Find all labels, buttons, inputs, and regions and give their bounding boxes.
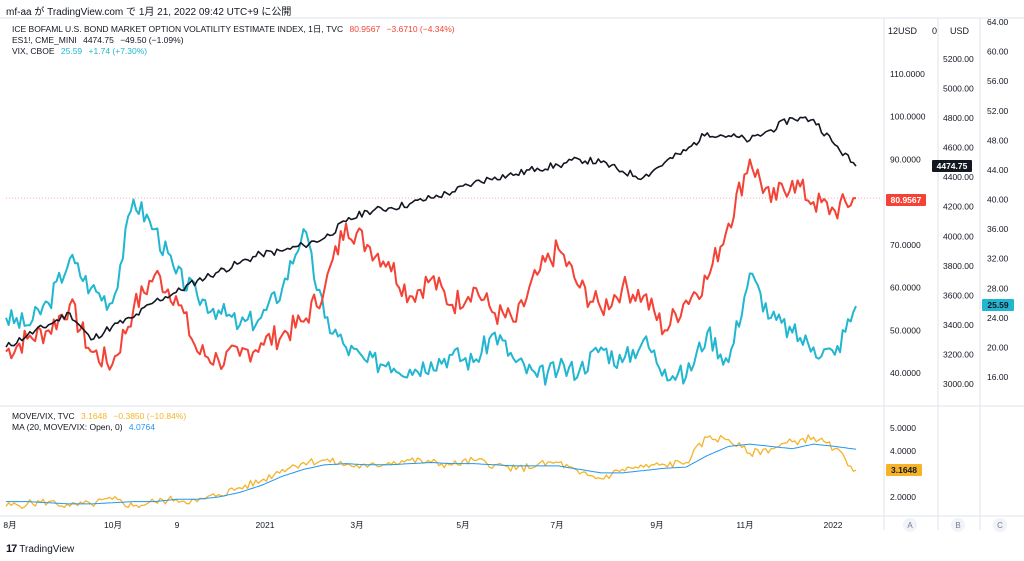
scale-b-tick: 3000.00 — [943, 379, 974, 389]
es-price-badge: 4474.75 — [937, 161, 968, 171]
scale-a-tick: 90.0000 — [890, 154, 921, 164]
legend-vix-change: +1.74 (+7.30%) — [88, 46, 148, 56]
x-tick-label: 8月 — [3, 520, 16, 530]
scale-b-tick: 4000.00 — [943, 231, 974, 241]
legend-move-name: ICE BOFAML U.S. BOND MARKET OPTION VOLAT… — [12, 24, 344, 34]
legend-move-value: 80.9567 — [349, 24, 381, 34]
scale-letter: C — [997, 521, 1003, 530]
scale-letter-bg — [951, 518, 965, 532]
brand-label: TradingView — [19, 543, 75, 555]
legend-ratio-change: −0.3850 (−10.84%) — [113, 411, 187, 421]
sub-scale-tick: 4.0000 — [890, 446, 916, 456]
scale-c-tick: 24.00 — [987, 313, 1009, 323]
scale-c-tick: 48.00 — [987, 135, 1009, 145]
scale-a-top-label: 12 — [888, 26, 898, 36]
vix-price-badge: 25.59 — [987, 300, 1009, 310]
legend-es-name: ES1!, CME_MINI — [12, 35, 77, 45]
scale-c-tick: 20.00 — [987, 342, 1009, 352]
sub-scale-tick: 2.0000 — [890, 492, 916, 502]
legend-vix-name: VIX, CBOE — [12, 46, 55, 56]
scale-c-tick: 32.00 — [987, 254, 1009, 264]
legend-main: ICE BOFAML U.S. BOND MARKET OPTION VOLAT… — [12, 24, 459, 57]
scale-letter-bg — [993, 518, 1007, 532]
scale-a-unit: USD — [898, 26, 918, 36]
scale-b-tick: 4200.00 — [943, 202, 974, 212]
scale-c-tick: 40.00 — [987, 195, 1009, 205]
scale-b-tick: 3800.00 — [943, 261, 974, 271]
scale-a-top-partial: 0 — [932, 26, 937, 36]
scale-c-tick: 64.00 — [987, 17, 1009, 27]
scale-b-unit: USD — [950, 26, 970, 36]
tradingview-logo-icon: 17 — [6, 543, 17, 555]
scale-b-tick: 4400.00 — [943, 172, 974, 182]
x-tick-label: 10月 — [104, 520, 122, 530]
scale-a-tick: 70.0000 — [890, 240, 921, 250]
legend-ratio-value: 3.1648 — [81, 411, 108, 421]
legend-vix-value: 25.59 — [60, 46, 83, 56]
legend-ma-value: 4.0764 — [128, 422, 155, 432]
scale-letter: A — [907, 521, 913, 530]
legend-es-change: −49.50 (−1.09%) — [120, 35, 184, 45]
legend-move[interactable]: ICE BOFAML U.S. BOND MARKET OPTION VOLAT… — [12, 24, 459, 35]
x-tick-label: 2022 — [824, 520, 843, 530]
move-line — [5, 158, 857, 371]
vix-price-badge-bg — [982, 299, 1014, 311]
legend-vix[interactable]: VIX, CBOE 25.59 +1.74 (+7.30%) — [12, 46, 459, 57]
scale-a-tick: 40.0000 — [890, 368, 921, 378]
scale-c-tick: 60.00 — [987, 47, 1009, 57]
move-price-badge-bg — [886, 194, 926, 206]
scale-c-tick: 44.00 — [987, 165, 1009, 175]
vix-line — [5, 198, 857, 386]
scale-b-tick: 3200.00 — [943, 349, 974, 359]
brand[interactable]: 17 TradingView — [6, 543, 74, 555]
move-price-badge: 80.9567 — [891, 195, 922, 205]
es-price-badge-bg — [932, 160, 972, 172]
es-line — [5, 116, 857, 348]
scale-c-tick: 28.00 — [987, 283, 1009, 293]
scale-b-tick: 4800.00 — [943, 113, 974, 123]
scale-c-tick: 56.00 — [987, 76, 1009, 86]
scale-a-tick: 50.0000 — [890, 325, 921, 335]
scale-b-tick: 5000.00 — [943, 84, 974, 94]
legend-ratio[interactable]: MOVE/VIX, TVC 3.1648 −0.3850 (−10.84%) — [12, 411, 190, 422]
scale-b-tick: 3400.00 — [943, 320, 974, 330]
scale-b-tick: 5200.00 — [943, 54, 974, 64]
scale-b-tick: 3600.00 — [943, 290, 974, 300]
scale-letter-bg — [903, 518, 917, 532]
sub-scale-tick: 5.0000 — [890, 423, 916, 433]
x-tick-label: 9 — [175, 520, 180, 530]
legend-es-value: 4474.75 — [83, 35, 114, 45]
legend-ma-name: MA (20, MOVE/VIX: Open, 0) — [12, 422, 123, 432]
x-tick-label: 9月 — [650, 520, 663, 530]
x-tick-label: 7月 — [550, 520, 563, 530]
scale-c-tick: 16.00 — [987, 372, 1009, 382]
legend-move-change: −3.6710 (−4.34%) — [386, 24, 455, 34]
x-tick-label: 3月 — [350, 520, 363, 530]
ratio-price-badge-bg — [886, 464, 922, 476]
x-tick-label: 11月 — [736, 520, 753, 530]
x-tick-label: 5月 — [456, 520, 469, 530]
ma-line — [6, 443, 857, 505]
scale-a-tick: 110.0000 — [890, 69, 925, 79]
x-tick-label: 2021 — [256, 520, 275, 530]
ratio-price-badge: 3.1648 — [891, 465, 917, 475]
scale-b-tick: 4600.00 — [943, 143, 974, 153]
scale-c-tick: 36.00 — [987, 224, 1009, 234]
scale-a-tick: 100.0000 — [890, 112, 926, 122]
legend-sub: MOVE/VIX, TVC 3.1648 −0.3850 (−10.84%) M… — [12, 411, 190, 433]
scale-a-tick: 60.0000 — [890, 283, 921, 293]
scale-letter: B — [955, 521, 960, 530]
scale-c-tick: 52.00 — [987, 106, 1009, 116]
publish-info: mf-aa が TradingView.com で 1月 21, 2022 09… — [6, 7, 292, 18]
legend-es[interactable]: ES1!, CME_MINI 4474.75 −49.50 (−1.09%) — [12, 35, 459, 46]
legend-ma[interactable]: MA (20, MOVE/VIX: Open, 0) 4.0764 — [12, 422, 190, 433]
legend-ratio-name: MOVE/VIX, TVC — [12, 411, 75, 421]
